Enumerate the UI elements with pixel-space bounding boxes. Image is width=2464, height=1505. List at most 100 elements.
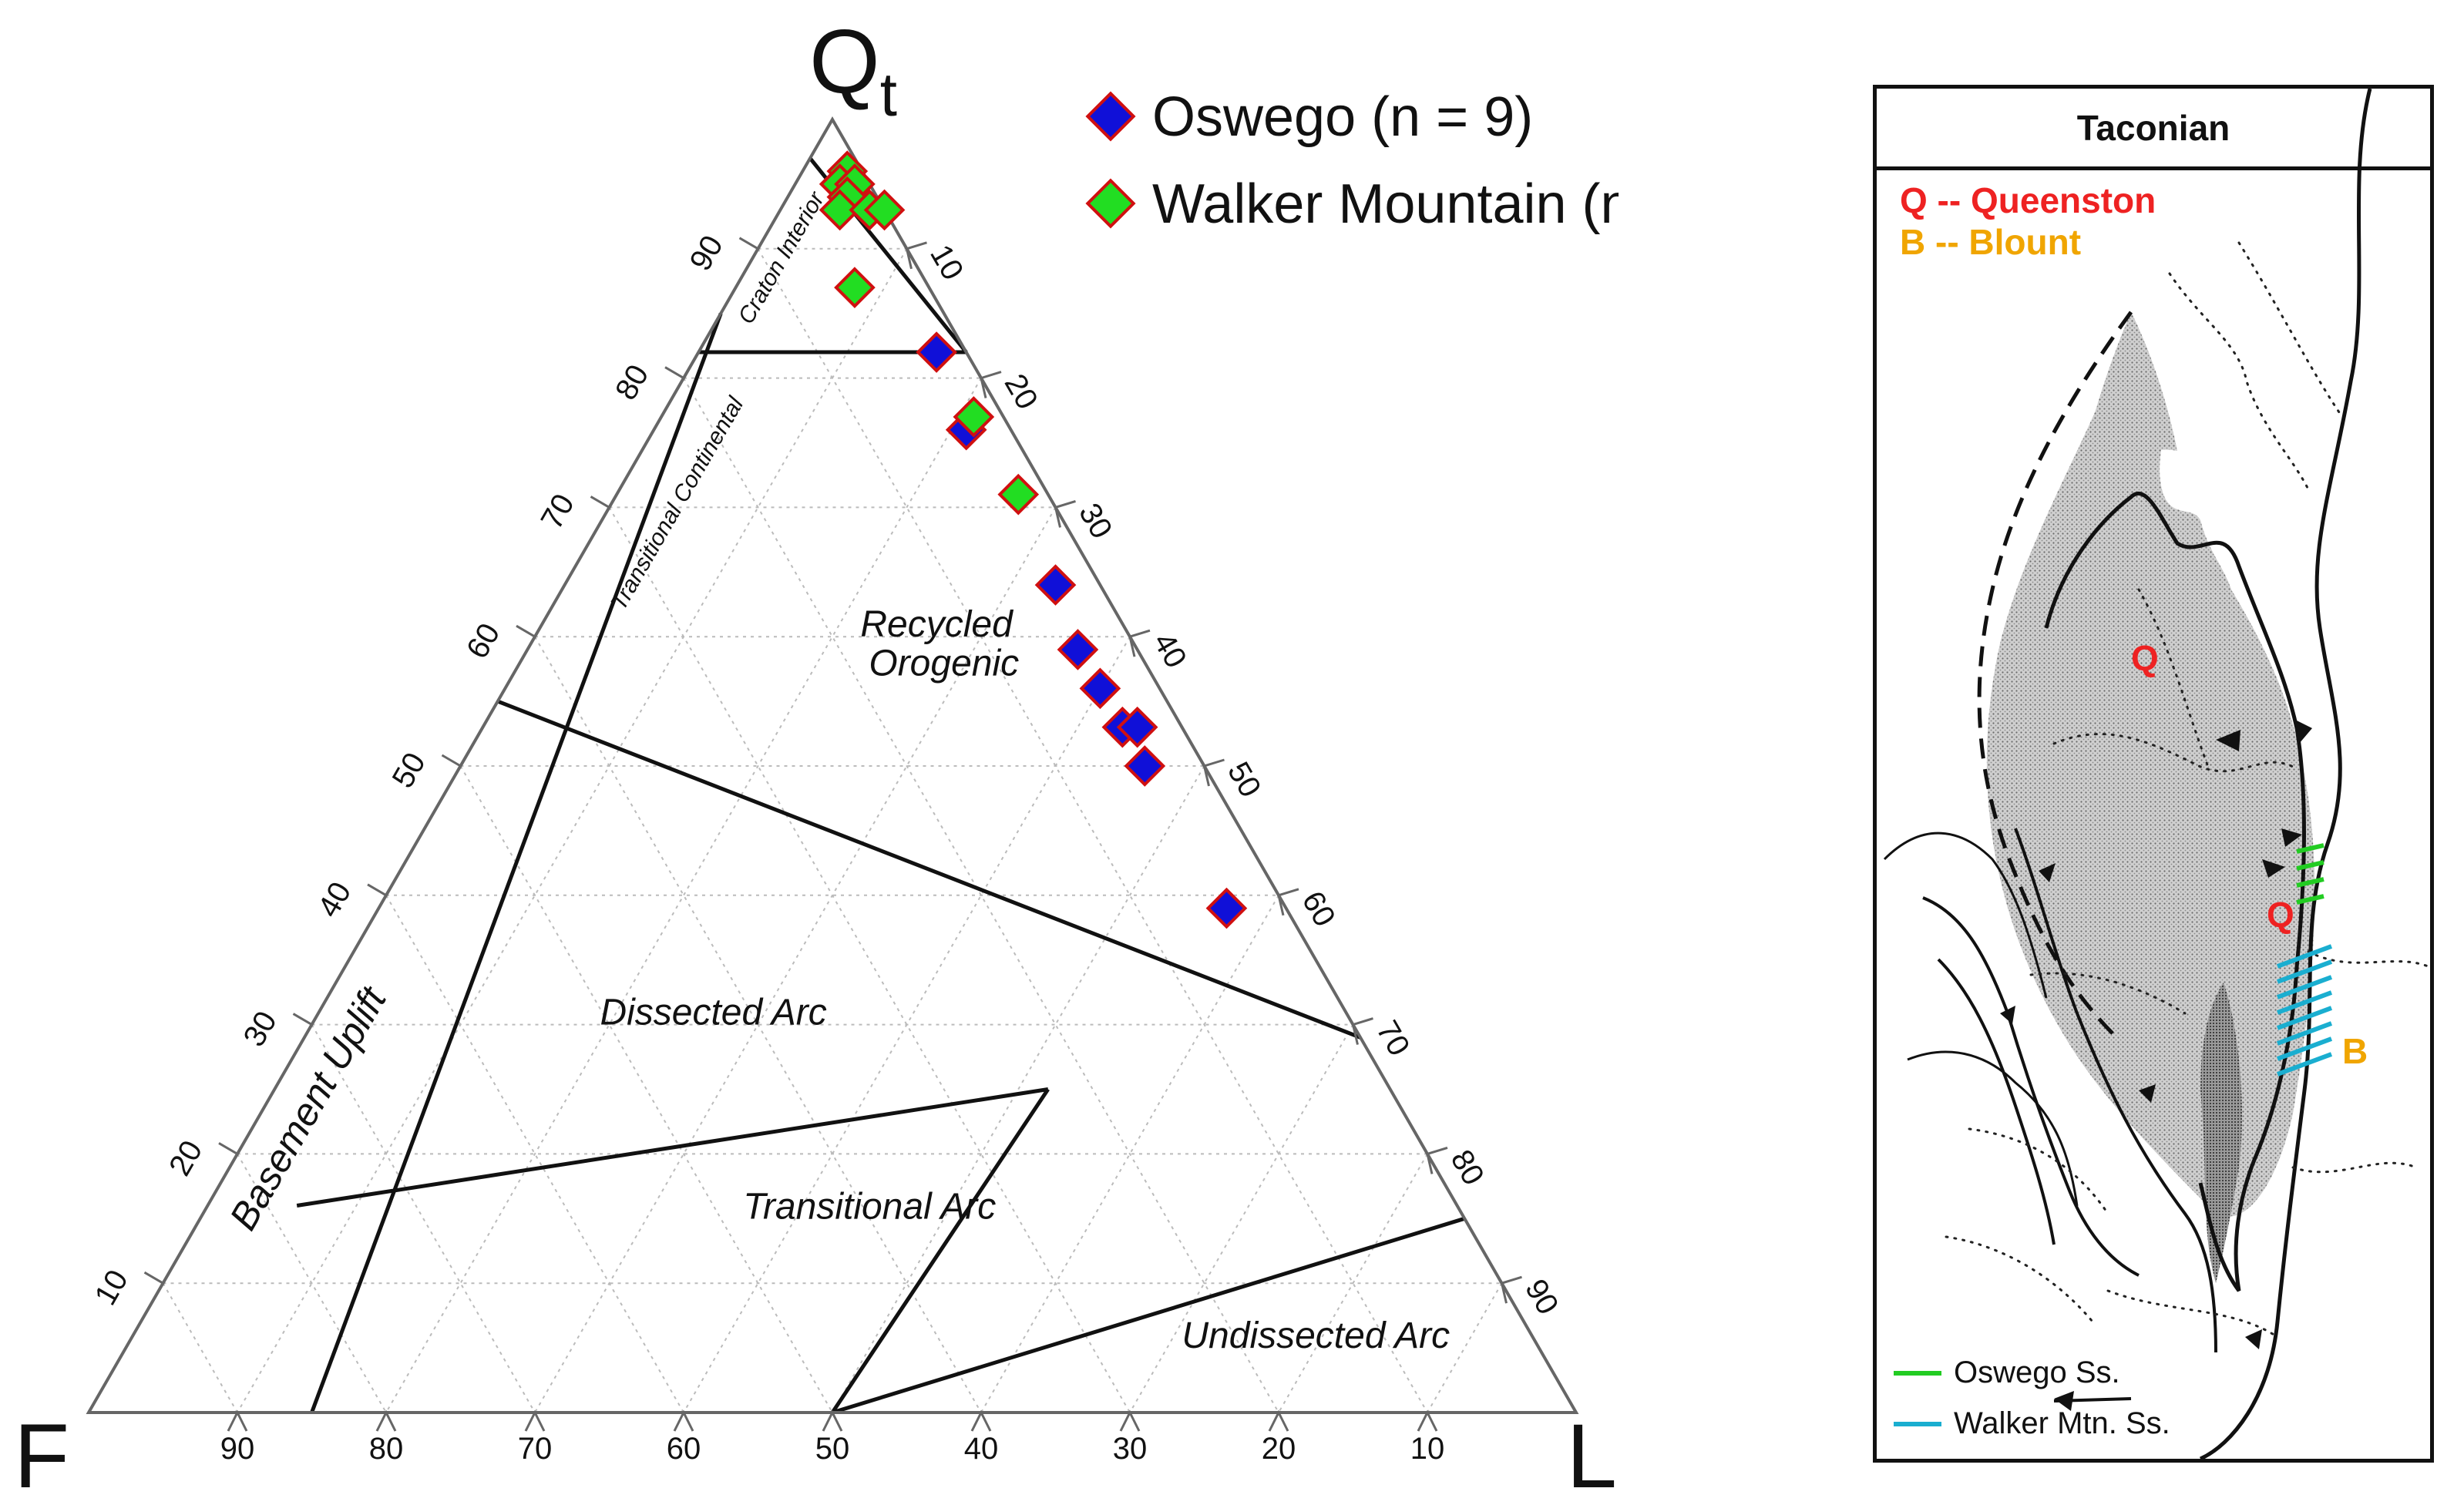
field-boundary bbox=[496, 699, 1362, 1040]
tick-arrow bbox=[218, 1142, 240, 1174]
tick-arrow bbox=[1128, 629, 1151, 657]
data-point-oswego bbox=[1124, 745, 1166, 787]
region-label-orogenic: Orogenic bbox=[869, 643, 1019, 684]
tick-arrow bbox=[590, 496, 611, 527]
data-point-oswego bbox=[1079, 667, 1121, 710]
basin-outline bbox=[2044, 492, 2306, 1292]
tick-label-q: 60 bbox=[460, 618, 506, 665]
grid-line-l bbox=[237, 248, 908, 1413]
tick-label-q: 10 bbox=[89, 1265, 135, 1312]
legend-walker: Walker Mountain (n = 10) bbox=[1085, 173, 1619, 235]
field-boundary bbox=[310, 312, 723, 1413]
legend-marker-oswego bbox=[1085, 91, 1136, 142]
grid-line-l bbox=[832, 765, 1205, 1413]
oswego-hatch-mark bbox=[2296, 860, 2324, 871]
map-legend-oswego: Oswego Ss. bbox=[1894, 1356, 2120, 1390]
grid-line-f bbox=[757, 248, 1428, 1413]
dotted-borders bbox=[1945, 241, 2430, 1339]
legend-label-oswego: Oswego (n = 9) bbox=[1152, 86, 1533, 148]
oswego-hatch-mark bbox=[2296, 894, 2324, 905]
legend-marker-walker bbox=[1085, 178, 1136, 229]
grid-line-f bbox=[162, 1282, 238, 1413]
chart-legend: Oswego (n = 9) Walker Mountain (n = 10) bbox=[1085, 86, 1619, 235]
tick-arrow bbox=[1426, 1146, 1448, 1174]
field-boundary bbox=[830, 1088, 1050, 1414]
tick-arrow bbox=[1202, 758, 1225, 787]
oswego-hatch-mark bbox=[2296, 843, 2324, 854]
walker-hatch-mark bbox=[2276, 944, 2333, 969]
grid-line-l bbox=[1427, 1282, 1503, 1413]
thrust-teeth bbox=[2000, 721, 2312, 1411]
walker-hatch-mark bbox=[2276, 975, 2333, 999]
river-sw bbox=[1907, 1050, 2079, 1207]
oswego-outcrop bbox=[2296, 843, 2324, 905]
oswego-hatch-mark bbox=[2296, 877, 2324, 888]
legend-label-walker: Walker Mountain (n = 10) bbox=[1152, 173, 1619, 235]
tick-arrow bbox=[970, 1409, 992, 1432]
tick-arrow bbox=[292, 1013, 314, 1044]
tick-label-f: 10 bbox=[1410, 1432, 1445, 1466]
tick-label-f: 40 bbox=[964, 1432, 999, 1466]
data-point-walker bbox=[819, 189, 861, 231]
tick-arrow bbox=[143, 1271, 165, 1302]
tick-arrow bbox=[1268, 1409, 1289, 1432]
tick-label-f: 30 bbox=[1113, 1432, 1148, 1466]
vertex-q: Qt bbox=[809, 11, 897, 129]
data-point-walker bbox=[953, 396, 995, 438]
region-label-recycled: Recycled bbox=[860, 604, 1014, 645]
data-point-oswego bbox=[1034, 564, 1077, 606]
walker-hatch-mark bbox=[2276, 990, 2333, 1015]
tick-label-q: 80 bbox=[609, 359, 655, 406]
vertex-f: F bbox=[14, 1406, 69, 1505]
tick-arrow bbox=[524, 1409, 546, 1432]
data-point-oswego bbox=[916, 331, 957, 373]
grid-line-f bbox=[459, 765, 833, 1413]
tick-arrow bbox=[738, 237, 760, 268]
tick-arrow bbox=[1277, 888, 1299, 916]
tick-label-l: 30 bbox=[1072, 498, 1118, 545]
stippled-upper bbox=[2069, 312, 2177, 520]
map-key-blount: B -- Blount bbox=[1900, 222, 2082, 262]
data-point-oswego bbox=[1205, 887, 1248, 929]
tick-arrow bbox=[227, 1409, 248, 1432]
tick-arrow bbox=[367, 883, 388, 915]
walker-line-swatch bbox=[1894, 1421, 1941, 1426]
tick-label-q: 30 bbox=[237, 1006, 284, 1053]
oswego-line-swatch bbox=[1894, 1370, 1941, 1376]
data-point-walker bbox=[834, 267, 876, 308]
field-boundary bbox=[832, 1216, 1465, 1415]
stippled-lobe bbox=[2200, 983, 2242, 1283]
data-point-walker bbox=[997, 473, 1040, 516]
grid-line-f bbox=[237, 1153, 387, 1413]
tick-label-l: 60 bbox=[1296, 885, 1342, 932]
tick-label-f: 50 bbox=[815, 1432, 850, 1466]
tick-arrow bbox=[516, 624, 537, 656]
tick-arrow bbox=[673, 1409, 694, 1432]
tick-label-l: 90 bbox=[1518, 1274, 1565, 1321]
data-point-oswego bbox=[1116, 706, 1158, 748]
tick-label-f: 80 bbox=[369, 1432, 404, 1466]
tick-label-q: 40 bbox=[311, 876, 358, 923]
axis-ticks: 90 80 70 60 50 40 30 20 10 10 20 30 40 50 60 70 80 90 90 80… bbox=[89, 230, 1565, 1466]
map-label-q-south: Q bbox=[2267, 895, 2294, 935]
taconian-map: Q Q B bbox=[1883, 89, 2430, 1459]
data-point-walker bbox=[863, 189, 906, 231]
tick-arrow bbox=[1054, 499, 1076, 528]
data-point-oswego bbox=[1057, 629, 1099, 670]
tick-label-l: 50 bbox=[1221, 757, 1267, 804]
tick-label-q: 90 bbox=[684, 230, 730, 277]
vertex-l: L bbox=[1566, 1406, 1617, 1505]
tick-arrow bbox=[441, 754, 462, 785]
field-boundary bbox=[296, 1087, 1049, 1208]
grid-line-l bbox=[1278, 1153, 1428, 1413]
grid-line-f bbox=[683, 378, 1279, 1413]
tick-label-l: 80 bbox=[1444, 1144, 1491, 1191]
coastline bbox=[2199, 89, 2372, 1459]
walker-hatch-mark bbox=[2276, 1006, 2333, 1030]
legend-oswego: Oswego (n = 9) bbox=[1085, 86, 1533, 148]
walker-hatch-mark bbox=[2276, 959, 2333, 984]
fold-axis bbox=[2053, 1397, 2132, 1403]
region-label-dissected-arc: Dissected Arc bbox=[600, 993, 826, 1033]
grid-line-l bbox=[1129, 1024, 1354, 1413]
map-title-bar: Taconian bbox=[1877, 89, 2430, 170]
